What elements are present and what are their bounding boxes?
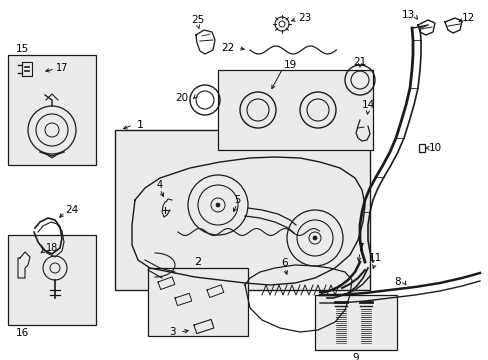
Text: 22: 22 xyxy=(221,43,234,53)
Text: 19: 19 xyxy=(283,60,296,70)
Text: 7: 7 xyxy=(356,243,363,253)
Text: 25: 25 xyxy=(191,15,204,25)
Bar xyxy=(418,144,424,152)
Text: 5: 5 xyxy=(233,195,240,205)
Bar xyxy=(314,295,396,350)
Bar xyxy=(8,235,96,325)
Text: 21: 21 xyxy=(353,57,366,67)
Text: 11: 11 xyxy=(367,253,381,263)
Bar xyxy=(8,55,96,165)
Text: 18: 18 xyxy=(46,243,58,253)
Text: 10: 10 xyxy=(427,143,441,153)
Text: 1: 1 xyxy=(136,120,143,130)
Circle shape xyxy=(312,236,316,240)
Text: 17: 17 xyxy=(56,63,68,73)
Bar xyxy=(218,70,372,150)
Circle shape xyxy=(216,203,220,207)
Text: 4: 4 xyxy=(157,180,163,190)
Text: 15: 15 xyxy=(16,44,29,54)
Text: 24: 24 xyxy=(65,205,79,215)
Bar xyxy=(148,268,247,336)
Text: 2: 2 xyxy=(194,257,201,267)
Text: 16: 16 xyxy=(16,328,29,338)
Text: 23: 23 xyxy=(298,13,311,23)
Text: 3: 3 xyxy=(168,327,175,337)
Text: 14: 14 xyxy=(361,100,374,110)
Text: 13: 13 xyxy=(401,10,414,20)
Bar xyxy=(115,130,369,290)
Text: 9: 9 xyxy=(352,353,359,360)
Text: 12: 12 xyxy=(461,13,474,23)
Text: 20: 20 xyxy=(175,93,188,103)
Text: 8: 8 xyxy=(394,277,401,287)
Text: 6: 6 xyxy=(281,258,288,268)
